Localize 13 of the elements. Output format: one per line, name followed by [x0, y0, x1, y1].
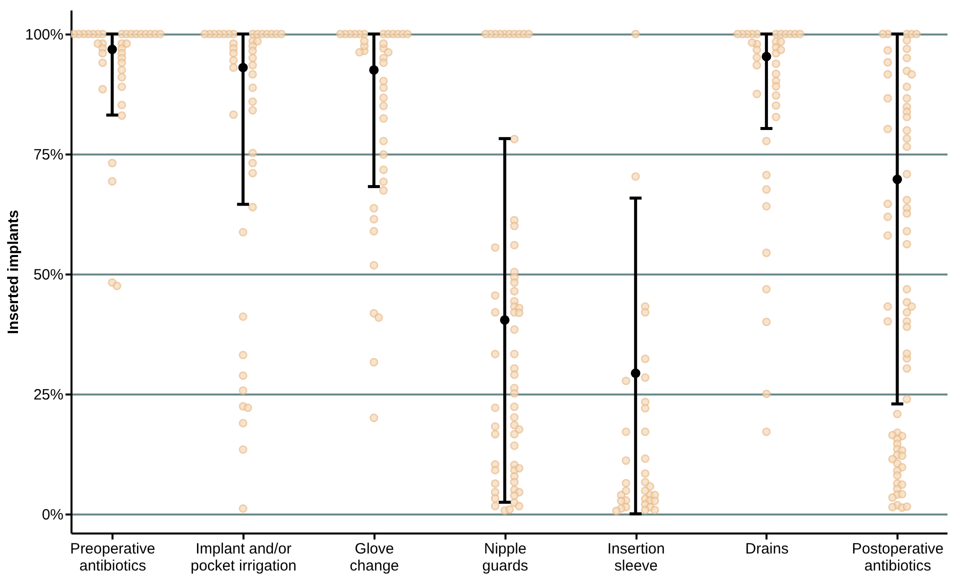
y-tick-label: 25%: [33, 386, 64, 404]
x-tick-label: Implant and/or pocket irrigation: [190, 540, 297, 574]
y-tick-label: 75%: [33, 146, 64, 164]
x-tick-label: Insertion sleeve: [607, 540, 665, 574]
y-tick-label: 100%: [25, 26, 64, 44]
x-tick-label: Preoperative antibiotics: [70, 540, 156, 574]
x-tick-label: Glove change: [350, 540, 400, 574]
x-tick-label: Nipple guards: [482, 540, 528, 574]
y-axis-title: Inserted implants: [5, 210, 22, 334]
x-tick-label: Postoperative antibiotics: [852, 540, 944, 574]
y-tick-label: 0%: [42, 506, 64, 524]
y-tick-label: 50%: [33, 266, 64, 284]
x-tick-label: Drains: [745, 540, 789, 558]
